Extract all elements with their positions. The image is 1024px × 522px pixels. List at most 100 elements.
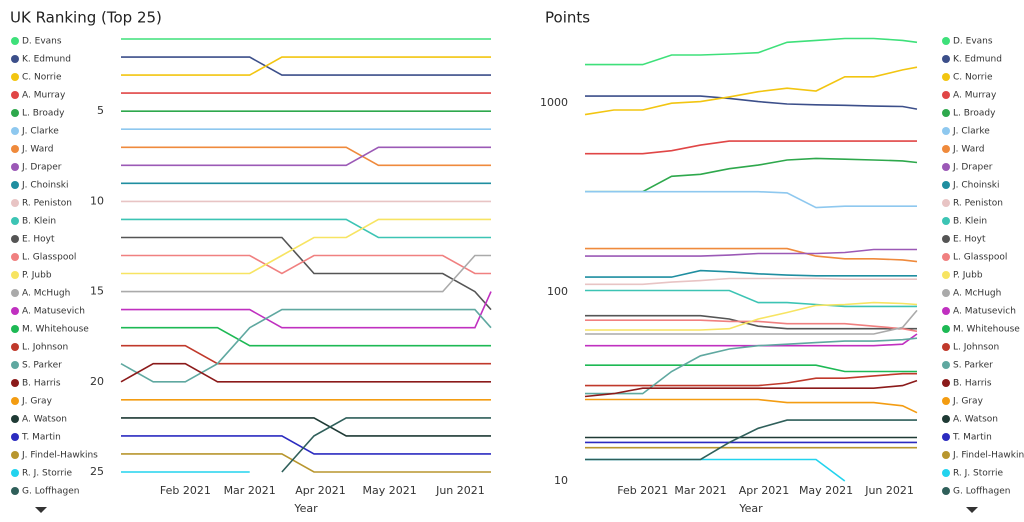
legend-marker (942, 253, 950, 261)
series-line (121, 326, 491, 347)
legend-label: B. Klein (953, 217, 987, 227)
legend-label: L. Johnson (953, 343, 999, 353)
series-line (585, 364, 917, 373)
x-tick-label: Mar 2021 (674, 484, 726, 497)
legend-marker (942, 271, 950, 279)
legend-marker (942, 163, 950, 171)
legend-marker (11, 55, 19, 63)
legend-marker (11, 217, 19, 225)
legend-marker (942, 127, 950, 135)
chart-title: UK Ranking (Top 25) (10, 9, 162, 27)
x-axis-title: Year (293, 502, 318, 515)
series-line (121, 56, 491, 76)
legend-marker (11, 433, 19, 441)
x-axis-title: Year (738, 502, 763, 515)
legend-scroll-arrow[interactable] (35, 507, 47, 513)
legend-marker (942, 217, 950, 225)
legend-label: J. Clarke (21, 127, 59, 137)
y-tick-label: 10 (90, 194, 104, 207)
legend-marker (942, 451, 950, 459)
legend-marker (942, 415, 950, 423)
series-line (584, 66, 918, 116)
series-line (585, 314, 917, 330)
legend-marker (942, 343, 950, 351)
legend-label: G. Loffhagen (953, 487, 1010, 497)
legend-label: J. Draper (952, 163, 993, 173)
legend-label: A. McHugh (22, 289, 70, 299)
series-line (585, 419, 917, 461)
series-line (585, 337, 918, 395)
legend-marker (942, 325, 950, 333)
series-line (121, 218, 491, 239)
legend-label: P. Jubb (22, 271, 52, 281)
legend-label: B. Harris (22, 379, 61, 389)
legend-marker (11, 307, 19, 315)
y-tick-label: 5 (97, 104, 104, 117)
legend-marker (942, 379, 950, 387)
series-line (120, 362, 491, 383)
legend-marker (11, 199, 19, 207)
series-line (584, 379, 918, 398)
y-tick-label: 10 (554, 474, 568, 487)
legend-label: D. Evans (953, 37, 993, 47)
legend-marker (11, 487, 19, 495)
legend-marker (942, 487, 950, 495)
legend-label: L. Broady (22, 109, 65, 119)
legend-label: J. Findel-Hawkins (952, 451, 1024, 461)
legend-label: A. McHugh (953, 289, 1001, 299)
x-tick-label: Mar 2021 (224, 484, 276, 497)
series-line (585, 319, 918, 333)
legend-label: S. Parker (953, 361, 993, 371)
legend-label: T. Martin (21, 433, 61, 443)
legend-marker (11, 235, 19, 243)
legend-label: M. Whitehouse (22, 325, 89, 335)
series-line (281, 417, 491, 473)
series-line (121, 218, 491, 275)
x-tick-label: Jun 2021 (435, 484, 485, 497)
legend-marker (11, 469, 19, 477)
legend-marker (942, 307, 950, 315)
series-line (121, 254, 491, 275)
series-line (585, 190, 917, 209)
legend-marker (11, 325, 19, 333)
legend-marker (942, 289, 950, 297)
legend-label: A. Watson (953, 415, 998, 425)
legend-label: C. Norrie (953, 73, 993, 83)
legend-label: T. Martin (952, 433, 992, 443)
legend-label: R. J. Storrie (22, 469, 73, 479)
legend-marker (11, 91, 19, 99)
legend-marker (11, 109, 19, 117)
series-line (585, 289, 917, 308)
series-line (585, 269, 917, 278)
legend-marker (942, 109, 950, 117)
legend-marker (942, 145, 950, 153)
legend-label: A. Murray (953, 91, 997, 101)
legend-marker (11, 163, 19, 171)
legend-marker (11, 451, 19, 459)
series-line (121, 417, 491, 437)
series-line (121, 344, 491, 365)
legend-label: A. Matusevich (953, 307, 1016, 317)
legend-label: J. Ward (21, 145, 53, 155)
x-tick-label: Apr 2021 (295, 484, 346, 497)
legend-label: E. Hoyt (22, 235, 55, 245)
y-tick-label: 15 (90, 285, 104, 298)
legend-marker (11, 73, 19, 81)
legend-marker (11, 397, 19, 405)
series-line (121, 236, 492, 311)
legend-label: D. Evans (22, 37, 62, 47)
legend-marker (11, 37, 19, 45)
legend-marker (942, 235, 950, 243)
legend-marker (942, 433, 950, 441)
x-tick-label: Jun 2021 (864, 484, 914, 497)
series-line (121, 146, 491, 167)
legend-scroll-arrow[interactable] (966, 507, 978, 513)
legend-label: K. Edmund (22, 55, 71, 65)
series-line (585, 247, 918, 263)
legend-label: B. Harris (953, 379, 992, 389)
legend-marker (11, 181, 19, 189)
legend-label: J. Gray (952, 397, 984, 407)
series-line (585, 277, 917, 286)
legend-label: R. Peniston (953, 199, 1003, 209)
legend-marker (11, 145, 19, 153)
